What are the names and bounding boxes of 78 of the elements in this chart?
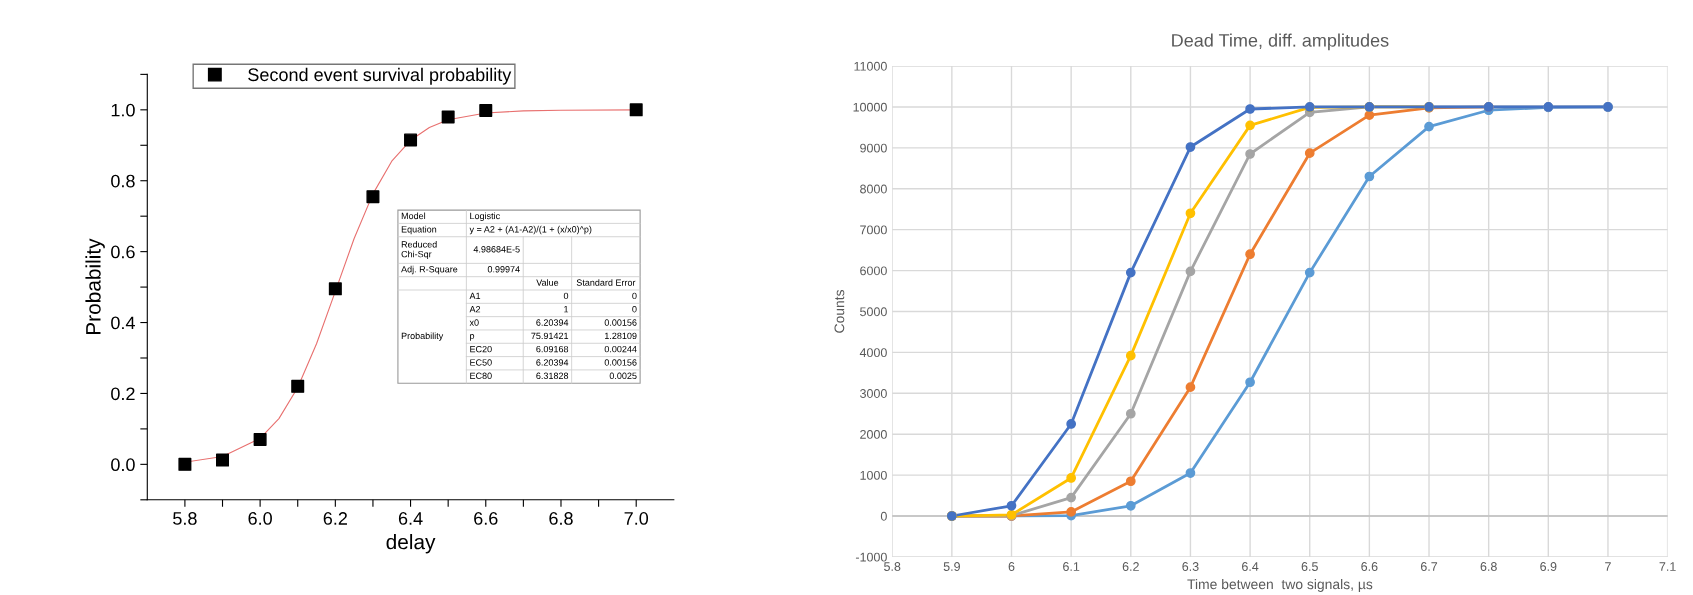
x-tick-label: 5.8 xyxy=(173,512,197,525)
y-tick-label: 9000 xyxy=(860,143,887,153)
x-tick-label: 6.7 xyxy=(1420,562,1438,571)
y-tick-label: 1000 xyxy=(860,470,887,480)
x-tick-label: 6.6 xyxy=(474,512,498,525)
annotation: p xyxy=(470,334,475,341)
annotation: Equation xyxy=(401,225,437,235)
annotation: 1 xyxy=(564,306,569,313)
annotation: EC50 xyxy=(470,359,492,366)
annotation: Adj. R-Square xyxy=(401,265,458,275)
y-tick-label: 10000 xyxy=(853,102,887,112)
x-tick-label: 6.9 xyxy=(1540,562,1557,571)
x-tick-label: 6.0 xyxy=(248,512,272,525)
x-tick-label: 6.8 xyxy=(549,512,573,525)
annotation: x0 xyxy=(469,319,479,326)
x-tick-label: 6.5 xyxy=(1301,562,1318,571)
annotation: 6.31828 xyxy=(536,372,569,379)
x-tick-label: 6.2 xyxy=(1122,562,1139,571)
x-axis-title: Time between two signals, µs xyxy=(1187,578,1373,592)
annotation: Standard Error xyxy=(576,279,636,286)
x-tick-label: 7.0 xyxy=(624,512,649,525)
annotation: 0.00244 xyxy=(604,345,637,353)
x-tick-label: 5.8 xyxy=(884,562,901,571)
annotation: EC80 xyxy=(470,372,492,379)
annotation: A2 xyxy=(469,306,481,313)
annotation: Value xyxy=(536,279,559,286)
y-tick-label: 7000 xyxy=(860,225,887,235)
y-axis-title: Probability xyxy=(85,238,105,335)
x-tick-label: 6.4 xyxy=(1242,562,1259,571)
y-tick-label: 0.0 xyxy=(111,458,135,472)
y-tick-label: 0.2 xyxy=(111,387,135,401)
annotation: 0.00156 xyxy=(604,359,637,366)
annotation: 0.00156 xyxy=(604,319,637,326)
y-axis-title: Counts xyxy=(834,289,845,333)
y-tick-label: 1.0 xyxy=(111,103,135,117)
y-tick-label: 4000 xyxy=(859,348,887,358)
annotation: 75.91421 xyxy=(531,332,569,340)
annotation: 6.09168 xyxy=(536,345,569,353)
x-tick-label: 6.4 xyxy=(398,512,423,525)
y-tick-label: -1000 xyxy=(855,552,887,562)
y-tick-label: 2000 xyxy=(860,430,887,439)
annotation: 0 xyxy=(563,292,569,300)
annotation: 1.28109 xyxy=(605,332,637,340)
y-tick-label: 5000 xyxy=(860,307,887,317)
x-tick-label: 6.1 xyxy=(1063,562,1080,571)
annotation: Model xyxy=(401,212,426,220)
x-axis-title: delay xyxy=(386,533,436,554)
annotation: 0 xyxy=(632,306,637,313)
annotation: 6.20394 xyxy=(536,359,569,366)
annotation: 0.99974 xyxy=(487,266,520,273)
y-tick-label: 3000 xyxy=(860,389,887,398)
x-tick-label: 6 xyxy=(1008,562,1015,571)
y-tick-label: 0.6 xyxy=(111,245,135,259)
y-tick-label: 11000 xyxy=(854,61,887,71)
x-tick-label: 7.1 xyxy=(1659,562,1676,571)
annotation: 6.20394 xyxy=(536,319,569,326)
x-tick-label: 6.3 xyxy=(1182,562,1199,571)
x-tick-label: 7 xyxy=(1605,562,1611,571)
chart-title: Dead Time, diff. amplitudes xyxy=(1172,33,1389,51)
x-tick-label: 6.8 xyxy=(1480,562,1497,571)
legend-label: Second event survival probability xyxy=(248,67,512,85)
y-tick-label: 8000 xyxy=(860,184,887,194)
annotation: 4.98684E-5 xyxy=(473,246,520,253)
annotation: 0.0025 xyxy=(609,372,637,379)
y-tick-label: 6000 xyxy=(860,266,887,276)
annotation: Reduced Chi-Sqr xyxy=(401,240,437,260)
annotation: y = A2 + (A1-A2)/(1 + (x/x0)^p) xyxy=(469,225,592,235)
y-tick-label: 0 xyxy=(880,511,887,521)
y-tick-label: 0.8 xyxy=(111,174,135,188)
annotation: 0 xyxy=(632,292,637,300)
x-tick-label: 6.6 xyxy=(1361,562,1378,571)
y-tick-label: 0.4 xyxy=(111,316,135,330)
annotation: Probability xyxy=(401,332,444,341)
annotation: Logistic xyxy=(470,212,500,221)
annotation: A1 xyxy=(469,292,481,299)
x-tick-label: 5.9 xyxy=(943,562,960,571)
annotation: EC20 xyxy=(470,345,492,353)
x-tick-label: 6.2 xyxy=(323,512,347,525)
